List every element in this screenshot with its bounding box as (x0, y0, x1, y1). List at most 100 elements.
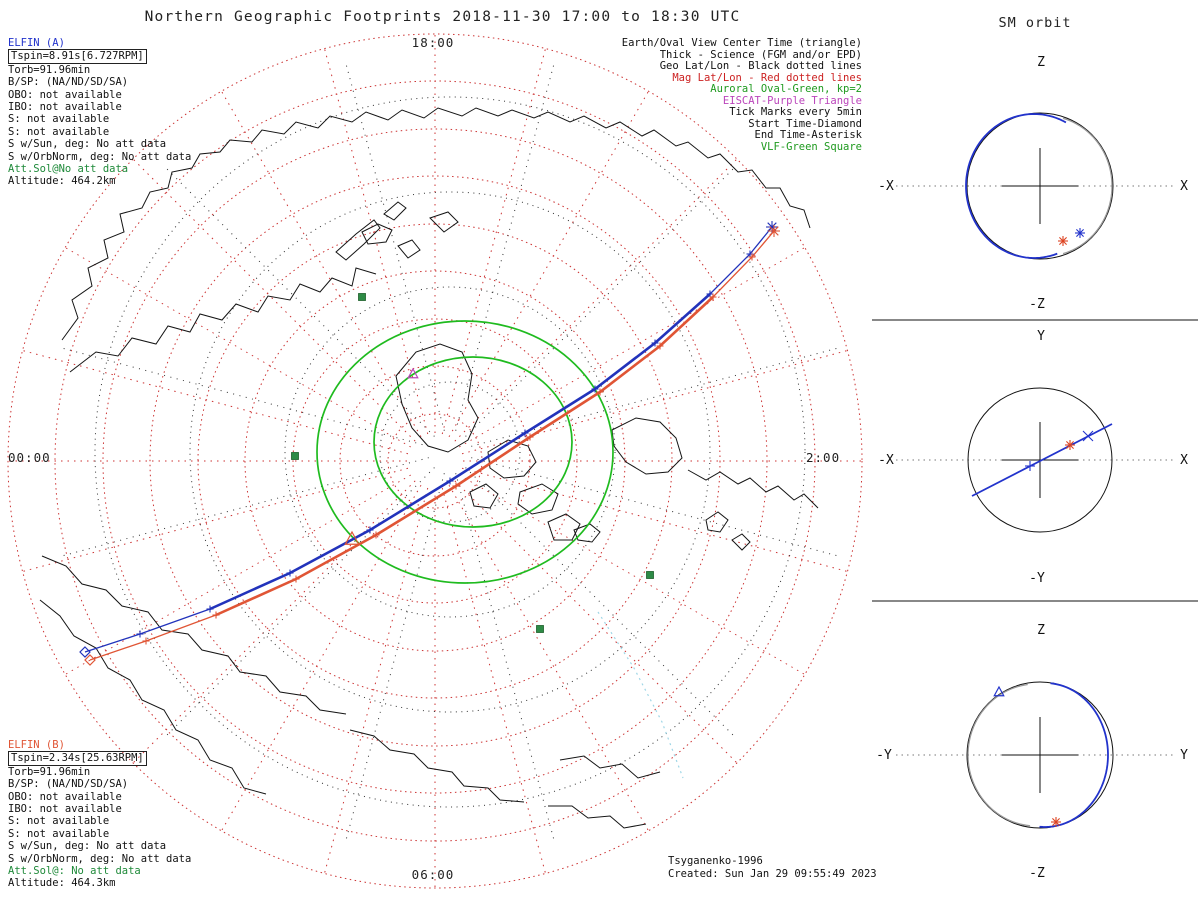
sm-orbit-panel: Y -Y -X X (878, 329, 1188, 586)
plus-marker (142, 637, 150, 645)
asterisk-stroke (1059, 237, 1067, 245)
square-marker (646, 571, 654, 579)
model-label: Tsyganenko-1996 (668, 855, 763, 867)
mag-lon-line (221, 484, 422, 832)
asterisk-marker (1051, 817, 1061, 827)
legend-line: EISCAT-Purple Triangle (722, 94, 862, 107)
footer-credits: Tsyganenko-1996 Created: Sun Jan 29 09:5… (668, 855, 877, 881)
triangle-marker (993, 685, 1005, 697)
elfin-b-info-block: ELFIN (B) Tspin=2.34s[25.63RPM] Torb=91.96… (8, 739, 191, 890)
plus-marker (706, 290, 714, 298)
mag-lon-line (221, 90, 422, 438)
page-title: Northern Geographic Footprints 2018-11-3… (144, 9, 741, 25)
plus-marker (136, 630, 144, 638)
coastline-path (39, 599, 267, 795)
ELFIN-A-footprint (79, 221, 778, 658)
coastline-path (611, 417, 683, 475)
mag-lat-circle (149, 175, 721, 747)
square-rect (536, 625, 544, 633)
terminator-line (597, 611, 684, 779)
clock-label-right: 2:00 (806, 450, 841, 465)
elfin-a-info-block: ELFIN (A) Tspin=8.91s[6.727RPM] Torb=91.96… (8, 37, 191, 188)
legend-line: Thick - Science (FGM and/or EPD) (659, 48, 862, 61)
mag-lon-line (441, 487, 546, 874)
plus-marker (286, 569, 294, 577)
created-timestamp: Created: Sun Jan 29 09:55:49 2023 (668, 868, 877, 880)
footprint-line (89, 230, 775, 661)
legend: Earth/Oval View Center Time (triangle) Th… (622, 37, 862, 153)
mag-lon-line (454, 480, 738, 764)
plus-marker (591, 385, 599, 393)
auroral-oval-ellipse (316, 320, 614, 584)
triangle-path (407, 367, 419, 379)
diamond-path (79, 646, 91, 658)
plus-marker (709, 293, 717, 301)
auroral-oval-ellipse (373, 356, 573, 528)
orbit-circle (967, 387, 1113, 533)
coastlines (39, 107, 819, 829)
mag-lon-line (324, 487, 429, 874)
coastline-path (395, 343, 479, 453)
asterisk-marker (1058, 236, 1068, 246)
legend-line: VLF-Green Square (760, 140, 862, 153)
plus-marker (526, 433, 534, 441)
plus-marker (446, 477, 454, 485)
info-line: B/SP: (NA/ND/SD/SA) (8, 76, 129, 89)
mag-lat-circle (292, 318, 578, 604)
sm-orbit-panel: Z -Z -Y Y (876, 623, 1188, 881)
geo-lon-line (455, 473, 556, 844)
info-line: S w/Sun, deg: No att data (8, 138, 167, 151)
geographic-grid (58, 60, 842, 844)
science-thick-line (215, 296, 714, 617)
geo-lon-line (471, 457, 842, 558)
square-rect (291, 452, 299, 460)
asterisk-stroke (1052, 818, 1060, 826)
geo-lat-circle (189, 191, 711, 713)
mag-lon-line (132, 480, 416, 764)
coastline-path (335, 219, 381, 261)
plus-marker (521, 429, 529, 437)
info-line: S: not available (8, 113, 110, 126)
mag-lat-circle (54, 80, 816, 842)
geo-lon-line (58, 346, 429, 447)
coastline-path (383, 201, 407, 221)
geo-lon-line (455, 60, 556, 431)
asterisk-marker (1065, 440, 1075, 450)
mag-lon-line (132, 158, 416, 442)
geo-lat-circle (284, 286, 616, 618)
asterisk-stroke (767, 222, 777, 232)
axis-label-top: Z (1037, 55, 1045, 70)
asterisk-marker (766, 221, 778, 233)
coastline-path (69, 267, 377, 373)
coastline-path (397, 239, 421, 259)
clock-label-top: 18:00 (411, 35, 455, 50)
mag-lon-line (324, 48, 429, 435)
info-line: IBO: not available (8, 101, 122, 114)
auroral-oval (316, 320, 614, 584)
x-marker (1082, 430, 1094, 442)
mag-lon-line (448, 484, 649, 832)
geo-lat-circle (379, 381, 521, 523)
info-line: OBO: not available (8, 790, 122, 803)
mag-lat-circle (102, 128, 768, 794)
legend-line: Geo Lat/Lon - Black dotted lines (659, 60, 862, 72)
orbit-line (971, 423, 1113, 497)
satellite-name: ELFIN (A) (8, 37, 65, 49)
orbit-circle (966, 681, 1114, 829)
sm-orbit-title: SM orbit (998, 15, 1072, 31)
science-thick-line (209, 293, 711, 611)
info-line: OBO: not available (8, 88, 122, 101)
axis-label-right: X (1180, 179, 1188, 194)
asterisk-stroke (1076, 229, 1084, 237)
legend-line: Mag Lat/Lon - Red dotted lines (672, 71, 862, 84)
info-line: S: not available (8, 827, 110, 840)
plus-marker (452, 482, 460, 490)
diamond-marker (79, 646, 91, 658)
mag-lon-line (441, 48, 546, 435)
ground-stations (291, 293, 654, 633)
coastline-path (547, 513, 581, 541)
plus-marker (212, 611, 220, 619)
legend-line: Start Time-Diamond (748, 117, 862, 130)
coastline-path (349, 729, 525, 803)
